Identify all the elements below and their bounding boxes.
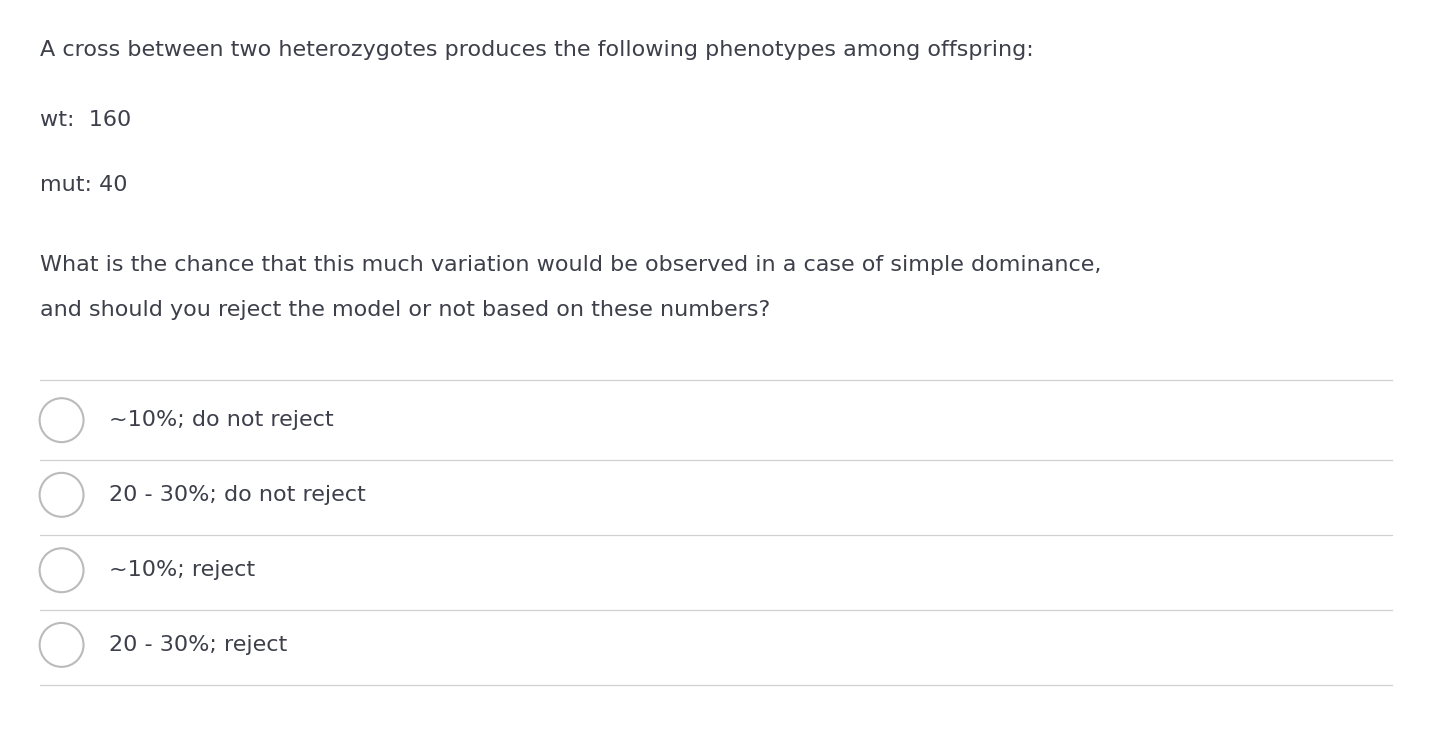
Text: mut: 40: mut: 40 bbox=[40, 175, 127, 195]
Text: wt:  160: wt: 160 bbox=[40, 110, 132, 130]
Text: ~10%; do not reject: ~10%; do not reject bbox=[109, 410, 334, 430]
Text: 20 - 30%; reject: 20 - 30%; reject bbox=[109, 635, 286, 655]
Text: What is the chance that this much variation would be observed in a case of simpl: What is the chance that this much variat… bbox=[40, 255, 1101, 274]
Text: A cross between two heterozygotes produces the following phenotypes among offspr: A cross between two heterozygotes produc… bbox=[40, 40, 1034, 60]
Text: and should you reject the model or not based on these numbers?: and should you reject the model or not b… bbox=[40, 300, 770, 320]
Text: 20 - 30%; do not reject: 20 - 30%; do not reject bbox=[109, 485, 365, 505]
Text: ~10%; reject: ~10%; reject bbox=[109, 560, 255, 580]
